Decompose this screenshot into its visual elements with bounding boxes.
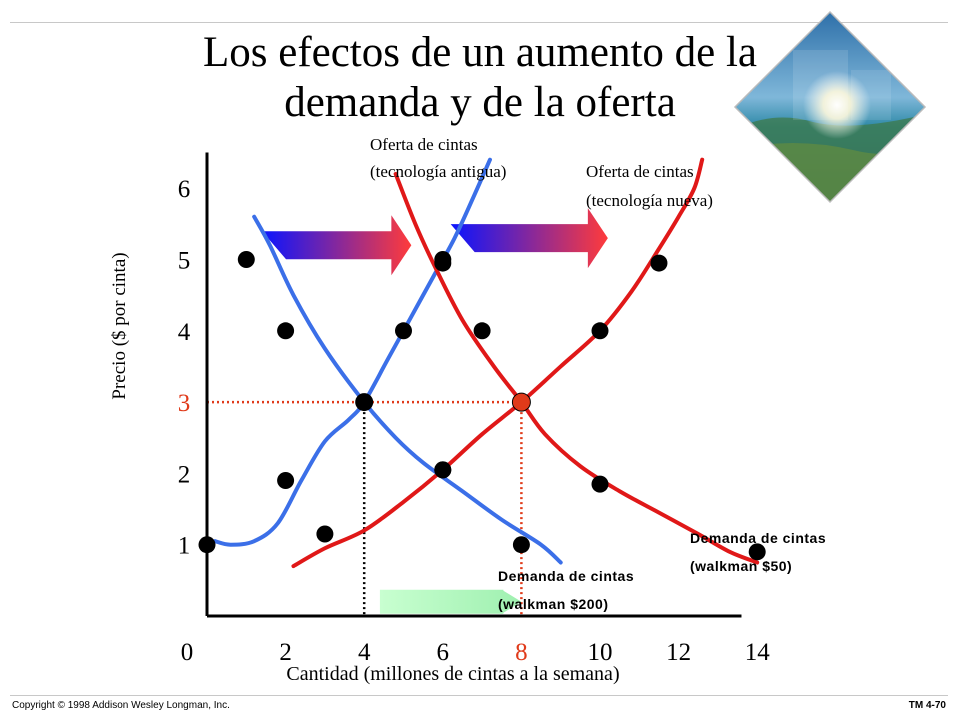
island-photo-diamond — [733, 10, 927, 204]
x-tick-label: 0 — [181, 639, 194, 666]
data-point-s3-5 — [512, 536, 530, 554]
x-tick-label: 12 — [666, 639, 691, 666]
data-point-s1-2 — [277, 472, 295, 490]
x-tick-label: 10 — [588, 639, 613, 666]
x-tick-label: 14 — [745, 639, 771, 666]
series-label-line2: (walkman $200) — [498, 596, 609, 612]
data-point-s3-4 — [434, 461, 452, 479]
equilibrium-point-2 — [511, 392, 531, 412]
copyright-text: Copyright © 1998 Addison Wesley Longman,… — [12, 700, 230, 711]
y-tick-label: 3 — [178, 390, 191, 417]
slide-title: Los efectos de un aumento de la demanda … — [100, 28, 860, 128]
curve-demand-3 — [252, 214, 563, 565]
y-tick-label: 6 — [178, 176, 191, 203]
series-label-line2: (tecnología antigua) — [370, 162, 506, 181]
series-label-line1: Demanda de cintas — [498, 568, 634, 584]
x-tick-label: 8 — [515, 639, 528, 666]
data-point-s4-1 — [434, 254, 452, 272]
series-label-line1: Demanda de cintas — [690, 530, 826, 546]
shift-arrow-1 — [262, 215, 412, 276]
x-axis-label: Cantidad (millones de cintas a la semana… — [286, 663, 619, 685]
series-label-line1: Oferta de cintas — [586, 162, 694, 181]
x-tick-label: 2 — [279, 639, 292, 666]
series-label-line1: Oferta de cintas — [370, 135, 478, 154]
shift-arrow-3 — [379, 589, 522, 614]
data-point-s2-4 — [591, 322, 609, 340]
title-line-1: Los efectos de un aumento de la — [202, 29, 758, 76]
data-point-s1-1 — [198, 536, 216, 554]
equilibrium-point-1 — [355, 393, 374, 412]
curve-supply-1 — [212, 157, 492, 547]
series-label-line2: (tecnología nueva) — [586, 191, 713, 210]
data-point-s3-2 — [277, 322, 295, 340]
data-point-s4-4 — [591, 475, 609, 493]
y-tick-label: 5 — [178, 248, 191, 275]
curve-supply-2 — [291, 157, 705, 569]
y-tick-label: 4 — [178, 319, 191, 346]
slide-id: TM 4-70 — [908, 700, 946, 711]
data-point-s3-1 — [237, 251, 255, 268]
y-tick-label: 2 — [178, 461, 191, 488]
data-point-s2-5 — [650, 254, 668, 272]
data-point-s1-4 — [395, 322, 412, 340]
y-tick-label: 1 — [178, 533, 191, 560]
bottom-rule — [10, 695, 948, 696]
data-point-s4-2 — [473, 322, 491, 340]
title-line-2: demanda y de la oferta — [284, 79, 676, 126]
top-rule — [10, 22, 948, 23]
curve-demand-4 — [393, 171, 760, 565]
shift-arrow-2 — [450, 208, 608, 269]
data-point-s4-5 — [748, 543, 766, 561]
x-tick-label: 4 — [358, 639, 371, 666]
x-tick-label: 6 — [437, 639, 450, 666]
data-point-s2-1 — [316, 525, 334, 543]
y-axis-label: Precio ($ por cinta) — [109, 252, 130, 399]
series-label-line2: (walkman $50) — [690, 558, 792, 574]
